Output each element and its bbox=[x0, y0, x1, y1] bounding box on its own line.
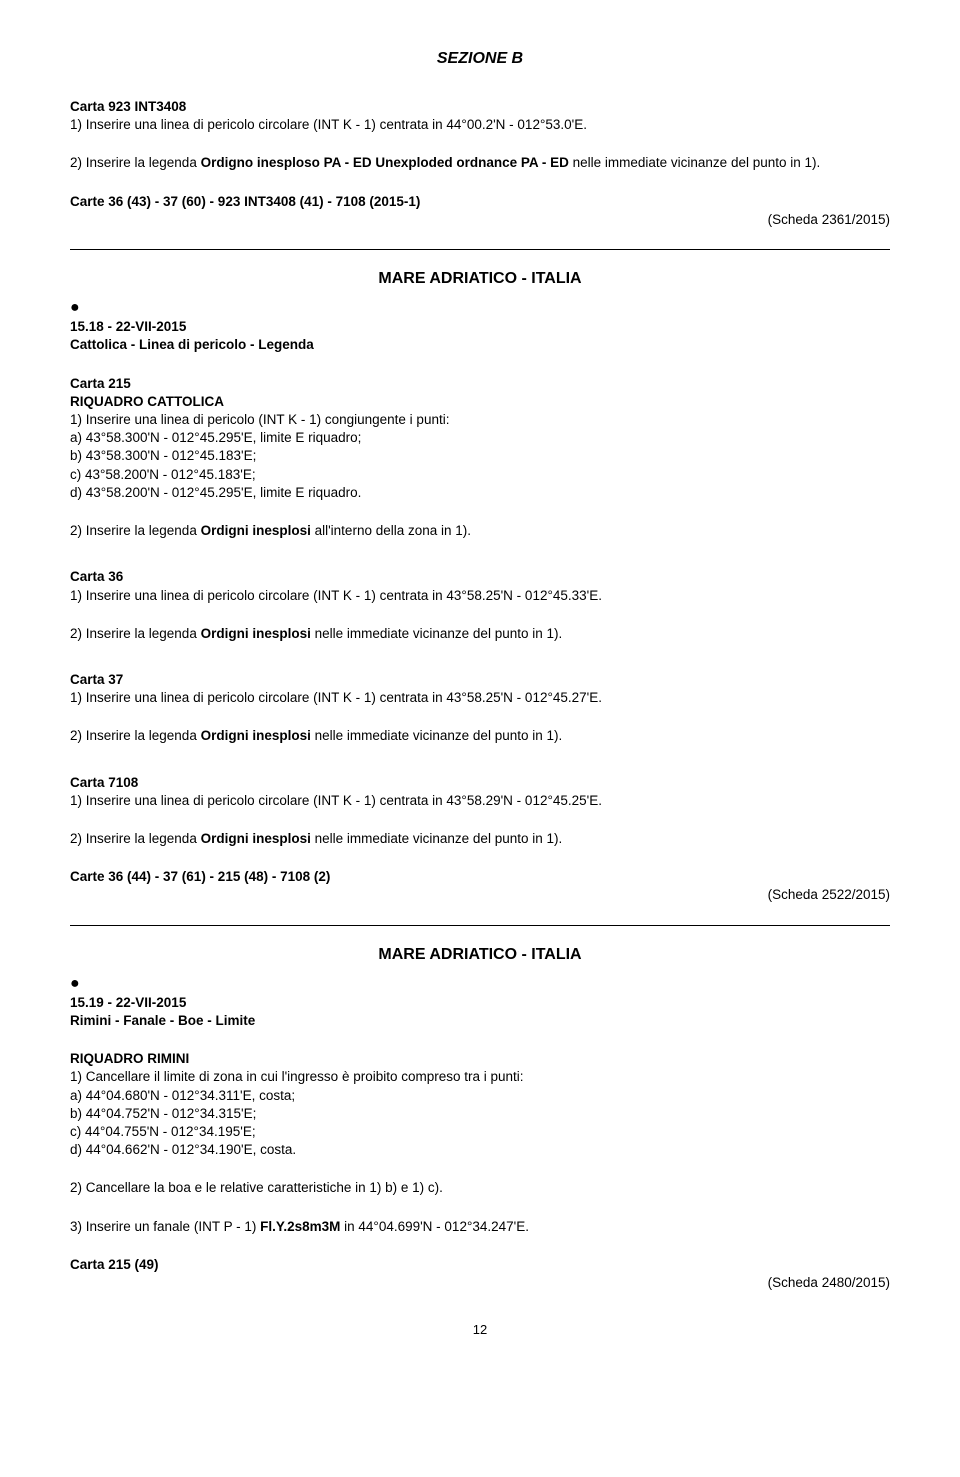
block-carte-ref3: Carta 215 (49) (Scheda 2480/2015) bbox=[70, 1256, 890, 1292]
text-run: 2) Inserire la legenda bbox=[70, 728, 201, 743]
region-header-1: MARE ADRIATICO - ITALIA bbox=[70, 270, 890, 288]
scheda1: (Scheda 2361/2015) bbox=[70, 211, 890, 229]
carta37-l1: 1) Inserire una linea di pericolo circol… bbox=[70, 689, 890, 707]
rimini-pb: b) 44°04.752'N - 012°34.315'E; bbox=[70, 1105, 890, 1123]
text-run: nelle immediate vicinanze del punto in 1… bbox=[569, 155, 820, 170]
carta923-line1: 1) Inserire una linea di pericolo circol… bbox=[70, 116, 890, 134]
block-1519: ● 15.19 - 22-VII-2015 Rimini - Fanale - … bbox=[70, 976, 890, 1030]
page-number: 12 bbox=[70, 1322, 890, 1337]
c215-r1: 1) Inserire una linea di pericolo (INT K… bbox=[70, 411, 890, 429]
carta37-l2: 2) Inserire la legenda Ordigni inesplosi… bbox=[70, 727, 890, 745]
block-rimini-r3: 3) Inserire un fanale (INT P - 1) Fl.Y.2… bbox=[70, 1218, 890, 1236]
legend-text: Ordigni inesplosi bbox=[201, 831, 311, 846]
rimini-r3: 3) Inserire un fanale (INT P - 1) Fl.Y.2… bbox=[70, 1218, 890, 1236]
c215-r2: 2) Inserire la legenda Ordigni inesplosi… bbox=[70, 522, 890, 540]
carte-ref3: Carta 215 (49) bbox=[70, 1256, 890, 1274]
c215-pa: a) 43°58.300'N - 012°45.295'E, limite E … bbox=[70, 429, 890, 447]
text-run: 2) Inserire la legenda bbox=[70, 626, 201, 641]
carta7108-header: Carta 7108 bbox=[70, 774, 890, 792]
text-run: 2) Inserire la legenda bbox=[70, 831, 201, 846]
text-run: nelle immediate vicinanze del punto in 1… bbox=[311, 626, 562, 641]
c215-pd: d) 43°58.200'N - 012°45.295'E, limite E … bbox=[70, 484, 890, 502]
page: SEZIONE B Carta 923 INT3408 1) Inserire … bbox=[0, 0, 960, 1377]
riquadro-rimini: RIQUADRO RIMINI bbox=[70, 1050, 890, 1068]
bullet-icon: ● bbox=[70, 300, 890, 316]
carte-ref1: Carte 36 (43) - 37 (60) - 923 INT3408 (4… bbox=[70, 193, 890, 211]
rimini-r2: 2) Cancellare la boa e le relative carat… bbox=[70, 1179, 890, 1197]
block-carta215: Carta 215 RIQUADRO CATTOLICA 1) Inserire… bbox=[70, 375, 890, 503]
text-run: 2) Inserire la legenda bbox=[70, 523, 201, 538]
carta37-header: Carta 37 bbox=[70, 671, 890, 689]
block-carta36-legend: 2) Inserire la legenda Ordigni inesplosi… bbox=[70, 625, 890, 643]
block-carta7108: Carta 7108 1) Inserire una linea di peri… bbox=[70, 774, 890, 810]
carta36-l2: 2) Inserire la legenda Ordigni inesplosi… bbox=[70, 625, 890, 643]
divider bbox=[70, 249, 890, 250]
carta7108-l2: 2) Inserire la legenda Ordigni inesplosi… bbox=[70, 830, 890, 848]
block-rimini-r2: 2) Cancellare la boa e le relative carat… bbox=[70, 1179, 890, 1197]
text-run: in 44°04.699'N - 012°34.247'E. bbox=[340, 1219, 529, 1234]
carta36-header: Carta 36 bbox=[70, 568, 890, 586]
fanale-code: Fl.Y.2s8m3M bbox=[260, 1219, 340, 1234]
code-1518: 15.18 - 22-VII-2015 bbox=[70, 318, 890, 336]
text-run: all'interno della zona in 1). bbox=[311, 523, 471, 538]
carta7108-l1: 1) Inserire una linea di pericolo circol… bbox=[70, 792, 890, 810]
block-carta36: Carta 36 1) Inserire una linea di perico… bbox=[70, 568, 890, 604]
title-1518: Cattolica - Linea di pericolo - Legenda bbox=[70, 336, 890, 354]
text-run: nelle immediate vicinanze del punto in 1… bbox=[311, 728, 562, 743]
divider bbox=[70, 925, 890, 926]
title-1519: Rimini - Fanale - Boe - Limite bbox=[70, 1012, 890, 1030]
rimini-pc: c) 44°04.755'N - 012°34.195'E; bbox=[70, 1123, 890, 1141]
rimini-pd: d) 44°04.662'N - 012°34.190'E, costa. bbox=[70, 1141, 890, 1159]
carta923-line2: 2) Inserire la legenda Ordigno inesploso… bbox=[70, 154, 890, 172]
c215-pc: c) 43°58.200'N - 012°45.183'E; bbox=[70, 466, 890, 484]
scheda3: (Scheda 2480/2015) bbox=[70, 1274, 890, 1292]
carta923-header: Carta 923 INT3408 bbox=[70, 98, 890, 116]
legend-text: Ordigni inesplosi bbox=[201, 626, 311, 641]
block-carte-ref1: Carte 36 (43) - 37 (60) - 923 INT3408 (4… bbox=[70, 193, 890, 229]
bullet-icon: ● bbox=[70, 976, 890, 992]
carte-ref2: Carte 36 (44) - 37 (61) - 215 (48) - 710… bbox=[70, 868, 890, 886]
rimini-r1: 1) Cancellare il limite di zona in cui l… bbox=[70, 1068, 890, 1086]
rimini-pa: a) 44°04.680'N - 012°34.311'E, costa; bbox=[70, 1087, 890, 1105]
block-1518: ● 15.18 - 22-VII-2015 Cattolica - Linea … bbox=[70, 300, 890, 354]
block-carta37-legend: 2) Inserire la legenda Ordigni inesplosi… bbox=[70, 727, 890, 745]
block-carta923: Carta 923 INT3408 1) Inserire una linea … bbox=[70, 98, 890, 134]
block-carte-ref2: Carte 36 (44) - 37 (61) - 215 (48) - 710… bbox=[70, 868, 890, 904]
carta36-l1: 1) Inserire una linea di pericolo circol… bbox=[70, 587, 890, 605]
block-carta923-legend: 2) Inserire la legenda Ordigno inesploso… bbox=[70, 154, 890, 172]
legend-text: Ordigni inesplosi bbox=[201, 523, 311, 538]
text-run: 3) Inserire un fanale (INT P - 1) bbox=[70, 1219, 260, 1234]
region-header-2: MARE ADRIATICO - ITALIA bbox=[70, 946, 890, 964]
block-c215-legend: 2) Inserire la legenda Ordigni inesplosi… bbox=[70, 522, 890, 540]
legend-text: Ordigni inesplosi bbox=[201, 728, 311, 743]
c215-pb: b) 43°58.300'N - 012°45.183'E; bbox=[70, 447, 890, 465]
text-run: nelle immediate vicinanze del punto in 1… bbox=[311, 831, 562, 846]
block-carta7108-legend: 2) Inserire la legenda Ordigni inesplosi… bbox=[70, 830, 890, 848]
scheda2: (Scheda 2522/2015) bbox=[70, 886, 890, 904]
legend-text: Ordigno inesploso PA - ED Unexploded ord… bbox=[201, 155, 569, 170]
code-1519: 15.19 - 22-VII-2015 bbox=[70, 994, 890, 1012]
carta215-header: Carta 215 bbox=[70, 375, 890, 393]
block-riq-rimini: RIQUADRO RIMINI 1) Cancellare il limite … bbox=[70, 1050, 890, 1159]
riquadro-cattolica: RIQUADRO CATTOLICA bbox=[70, 393, 890, 411]
block-carta37: Carta 37 1) Inserire una linea di perico… bbox=[70, 671, 890, 707]
text-run: 2) Inserire la legenda bbox=[70, 155, 201, 170]
section-title: SEZIONE B bbox=[70, 50, 890, 68]
